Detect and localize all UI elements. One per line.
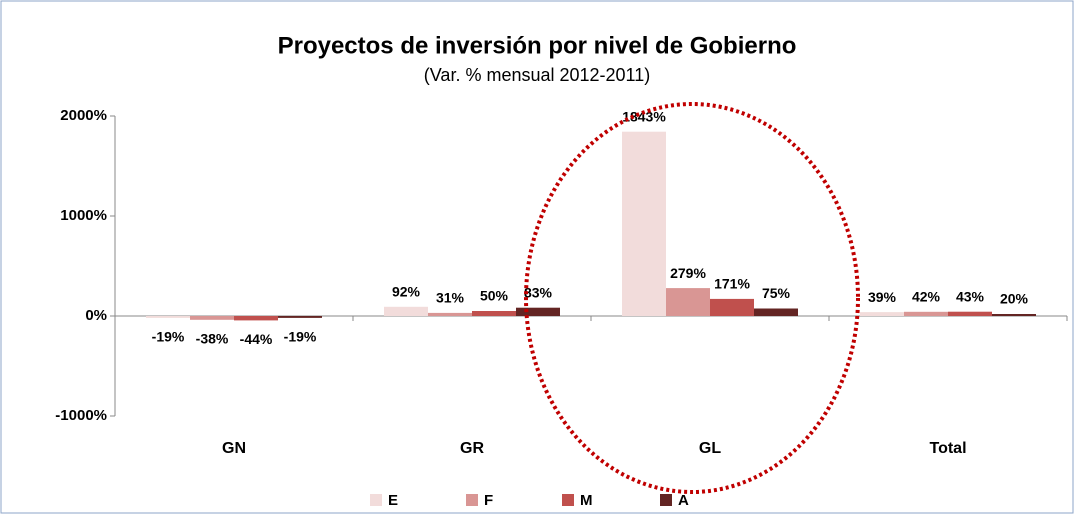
bar <box>278 316 322 318</box>
x-tick-label: Total <box>929 440 966 457</box>
y-tick-label: -1000% <box>55 407 107 424</box>
x-tick-label: GR <box>460 440 484 457</box>
bar <box>622 131 666 316</box>
bar <box>190 316 234 320</box>
y-tick-label: 2000% <box>60 107 107 124</box>
bar <box>472 311 516 316</box>
data-label: -19% <box>284 329 317 345</box>
bar <box>860 312 904 316</box>
bar <box>992 314 1036 316</box>
legend-swatch <box>466 494 478 506</box>
data-label: -38% <box>196 331 229 347</box>
data-label: -44% <box>240 331 273 347</box>
data-label: 171% <box>714 276 750 292</box>
legend-label: F <box>484 492 493 509</box>
bar <box>666 288 710 316</box>
highlight-ellipse <box>524 102 860 494</box>
legend-label: M <box>580 492 593 509</box>
y-tick-label: 0% <box>85 307 107 324</box>
data-label: 31% <box>436 290 465 306</box>
legend-swatch <box>562 494 574 506</box>
chart-subtitle: (Var. % mensual 2012-2011) <box>424 65 650 85</box>
data-label: 92% <box>392 284 421 300</box>
data-label: 50% <box>480 288 509 304</box>
bar <box>904 311 948 316</box>
legend-swatch <box>660 494 672 506</box>
data-label: 42% <box>912 289 941 305</box>
data-label: 83% <box>524 284 553 300</box>
legend-swatch <box>370 494 382 506</box>
data-label: 279% <box>670 265 706 281</box>
y-tick-label: 1000% <box>60 207 107 224</box>
data-label: 43% <box>956 288 985 304</box>
bar <box>428 312 472 316</box>
bar <box>384 306 428 316</box>
legend-label: E <box>388 492 398 509</box>
bar <box>234 316 278 321</box>
data-label: -19% <box>152 329 185 345</box>
legend-label: A <box>678 492 689 509</box>
x-tick-label: GL <box>699 440 721 457</box>
chart-title: Proyectos de inversión por nivel de Gobi… <box>278 32 797 59</box>
data-label: 20% <box>1000 291 1029 307</box>
bar <box>948 311 992 316</box>
data-label: 39% <box>868 289 897 305</box>
x-tick-label: GN <box>222 440 246 457</box>
data-label: 1843% <box>622 108 666 124</box>
bar <box>710 298 754 316</box>
data-label: 75% <box>762 285 791 301</box>
bar <box>754 308 798 316</box>
bar <box>146 316 190 318</box>
bar <box>516 307 560 316</box>
plot-area: -1000% 0% 1000% 2000% GN -19% -38% -44% -19% GR 92… <box>55 107 1068 509</box>
